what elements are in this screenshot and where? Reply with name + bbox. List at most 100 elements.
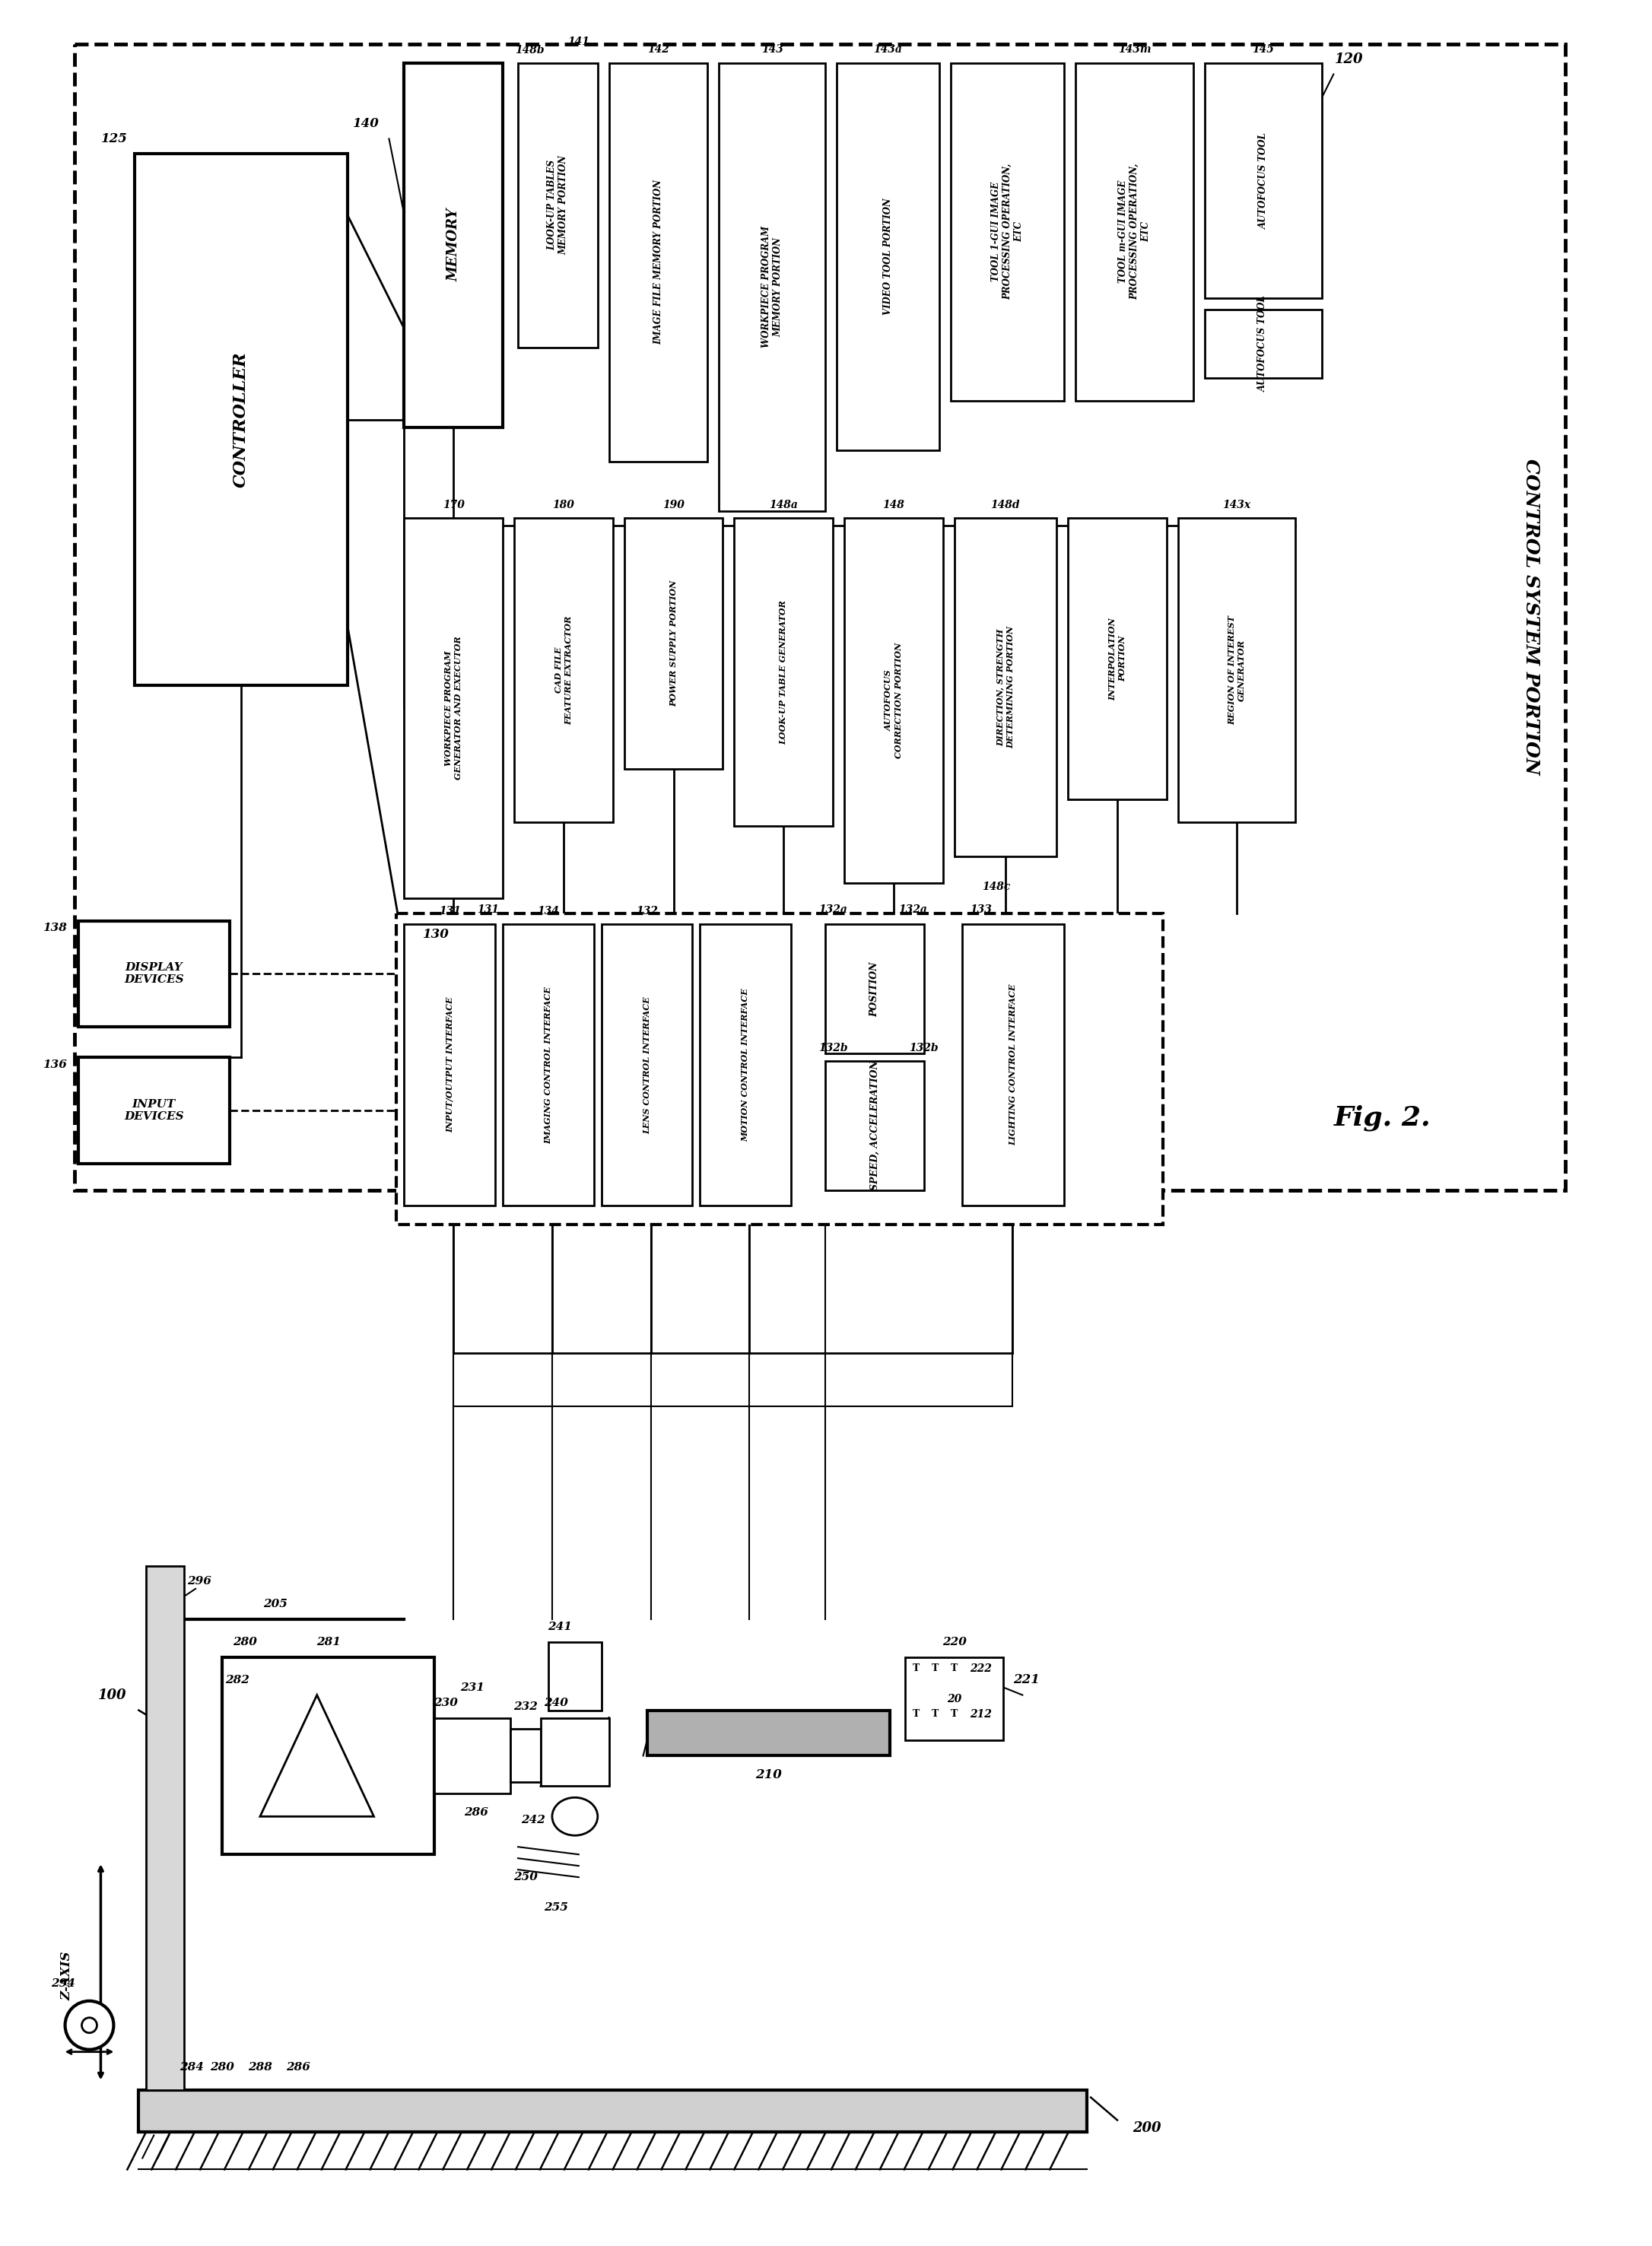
Text: 170: 170 (443, 499, 464, 510)
Text: LIGHTING CONTROL INTERFACE: LIGHTING CONTROL INTERFACE (1008, 984, 1018, 1145)
Bar (147, 1565, 183, 2089)
Text: CAD FILE
FEATURE EXTRACTOR: CAD FILE FEATURE EXTRACTOR (555, 615, 573, 725)
Text: Fig. 2.: Fig. 2. (1335, 1105, 1431, 1132)
Text: 148b: 148b (515, 45, 544, 56)
Text: TOOL 1-GUI IMAGE
PROCESSING OPERATION,
ETC: TOOL 1-GUI IMAGE PROCESSING OPERATION, E… (991, 164, 1024, 301)
Text: 132a: 132a (818, 903, 847, 914)
Text: 220: 220 (942, 1637, 966, 1646)
Text: DISPLAY
DEVICES: DISPLAY DEVICES (124, 961, 183, 986)
Text: 232: 232 (514, 1700, 537, 1711)
Text: 242: 242 (520, 1815, 545, 1826)
Text: 138: 138 (43, 923, 66, 934)
Text: 145: 145 (1252, 45, 1274, 54)
Bar (540, 1718, 610, 1786)
Bar (405, 63, 502, 427)
Bar (1178, 519, 1295, 822)
Bar (514, 519, 613, 822)
Bar (405, 925, 496, 1206)
Ellipse shape (552, 1797, 598, 1835)
Text: 141: 141 (568, 36, 590, 47)
Bar (624, 519, 724, 768)
Bar (519, 63, 598, 348)
Text: 132b: 132b (909, 1042, 938, 1053)
Text: 132: 132 (636, 905, 657, 916)
Text: 143x: 143x (1222, 499, 1251, 510)
Bar (733, 519, 833, 827)
Text: 143a: 143a (874, 45, 902, 54)
Text: 286: 286 (286, 2062, 311, 2073)
Text: 286: 286 (464, 1808, 489, 1817)
Text: 20: 20 (947, 1693, 961, 1705)
Text: T: T (950, 1709, 958, 1718)
Bar (610, 63, 707, 460)
Text: 132a: 132a (899, 903, 927, 914)
Text: 148: 148 (882, 499, 905, 510)
Text: 294: 294 (51, 1979, 74, 1988)
Text: T: T (914, 1709, 920, 1718)
Text: IMAGE FILE MEMORY PORTION: IMAGE FILE MEMORY PORTION (654, 180, 664, 344)
Text: 180: 180 (552, 499, 575, 510)
Text: POSITION: POSITION (869, 961, 879, 1017)
Text: 281: 281 (316, 1637, 340, 1646)
Text: 240: 240 (544, 1698, 568, 1707)
Text: 148c: 148c (981, 880, 1009, 892)
Bar (74, 45, 1564, 1190)
Text: 100: 100 (97, 1689, 126, 1702)
Text: 200: 200 (1133, 2120, 1161, 2134)
Text: 284: 284 (180, 2062, 203, 2073)
Text: AUTOFOCUS TOOL: AUTOFOCUS TOOL (1259, 296, 1269, 393)
Text: SPEED, ACCELERATION: SPEED, ACCELERATION (869, 1060, 879, 1190)
Text: MEMORY: MEMORY (446, 209, 461, 281)
Text: 280: 280 (233, 1637, 258, 1646)
Bar (1204, 63, 1322, 299)
Text: 221: 221 (1013, 1673, 1039, 1687)
Text: 130: 130 (423, 928, 449, 941)
Bar (844, 519, 943, 883)
Text: 282: 282 (225, 1676, 249, 1684)
Bar (502, 925, 593, 1206)
Bar (826, 925, 923, 1053)
Text: 255: 255 (544, 1902, 568, 1914)
Text: 133: 133 (970, 903, 991, 914)
Text: 125: 125 (101, 133, 127, 146)
Text: T: T (932, 1664, 938, 1673)
Text: TOOL m-GUI IMAGE
PROCESSING OPERATION,
ETC: TOOL m-GUI IMAGE PROCESSING OPERATION, E… (1118, 164, 1151, 301)
Bar (601, 925, 692, 1206)
Text: Z-AXIS: Z-AXIS (59, 1952, 73, 2001)
Bar (826, 1060, 923, 1190)
Text: 280: 280 (210, 2062, 235, 2073)
Bar (648, 1709, 890, 1756)
Bar (961, 925, 1064, 1206)
Text: 120: 120 (1335, 52, 1363, 65)
Text: 250: 250 (514, 1871, 537, 1882)
Bar (510, 1729, 540, 1783)
Text: T: T (932, 1709, 938, 1718)
Text: LENS CONTROL INTERFACE: LENS CONTROL INTERFACE (643, 997, 651, 1134)
Text: 190: 190 (662, 499, 684, 510)
Bar (78, 1058, 230, 1163)
Bar (78, 921, 230, 1026)
Text: 143: 143 (762, 45, 783, 54)
Text: 241: 241 (547, 1622, 572, 1633)
Text: WORKPIECE PROGRAM
GENERATOR AND EXECUTOR: WORKPIECE PROGRAM GENERATOR AND EXECUTOR (444, 636, 463, 779)
Text: LOOK-UP TABLES
MEMORY PORTION: LOOK-UP TABLES MEMORY PORTION (547, 155, 568, 256)
Text: 230: 230 (434, 1698, 458, 1707)
Text: 142: 142 (648, 45, 669, 54)
Text: 222: 222 (970, 1662, 991, 1673)
Polygon shape (259, 1696, 373, 1817)
Bar (1075, 63, 1193, 400)
Bar (396, 914, 1163, 1224)
Bar (905, 1658, 1003, 1741)
Text: 212: 212 (970, 1709, 991, 1720)
Text: 143m: 143m (1118, 45, 1151, 54)
Text: 205: 205 (263, 1599, 287, 1608)
Bar (700, 925, 791, 1206)
Text: INTERPOLATION
PORTION: INTERPOLATION PORTION (1108, 618, 1127, 701)
Text: MOTION CONTROL INTERFACE: MOTION CONTROL INTERFACE (742, 988, 750, 1141)
Circle shape (81, 2017, 97, 2033)
Bar (405, 519, 502, 898)
Text: IMAGING CONTROL INTERFACE: IMAGING CONTROL INTERFACE (544, 986, 552, 1143)
Text: T: T (950, 1664, 958, 1673)
Text: 134: 134 (537, 905, 560, 916)
Text: CONTROLLER: CONTROLLER (233, 353, 249, 487)
